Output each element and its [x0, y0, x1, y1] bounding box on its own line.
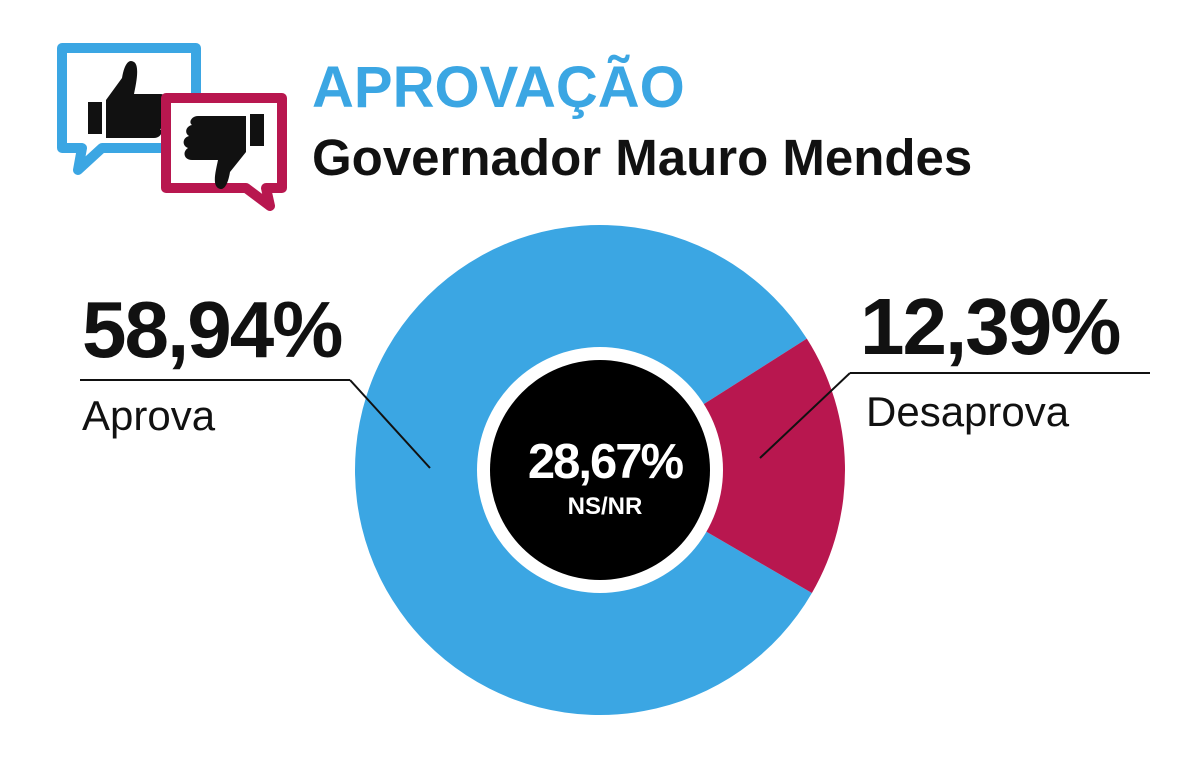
- nsnr-label: NS/NR: [568, 493, 643, 520]
- slice-desaprova: [684, 338, 845, 593]
- thumbs-up-speech-bubble-icon: [57, 43, 201, 175]
- aprova-label: Aprova: [82, 392, 216, 439]
- pie-slices: [354, 225, 845, 716]
- aprova-leader-diagonal: [349, 379, 431, 469]
- slice-aprova: [354, 225, 812, 716]
- thumbs-down-speech-bubble-icon: [161, 93, 287, 211]
- desaprova-label: Desaprova: [866, 388, 1070, 435]
- nsnr-value: 28,67%: [528, 435, 684, 489]
- chart-title: APROVAÇÃO: [312, 55, 685, 120]
- desaprova-value: 12,39%: [860, 282, 1120, 371]
- desaprova-leader-diagonal: [759, 372, 851, 459]
- chart-subtitle: Governador Mauro Mendes: [312, 129, 972, 186]
- aprova-value: 58,94%: [82, 285, 342, 374]
- center-disc: [490, 360, 710, 580]
